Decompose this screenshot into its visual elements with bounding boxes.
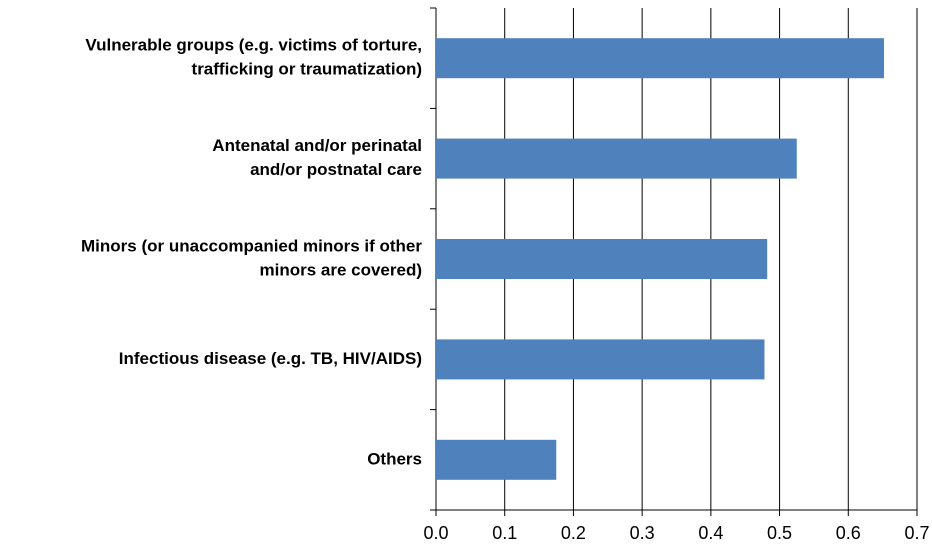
x-tick-label: 0.1 (492, 523, 517, 543)
bar (436, 339, 765, 380)
x-tick-label: 0.3 (630, 523, 655, 543)
y-tick-label: Infectious disease (e.g. TB, HIV/AIDS) (119, 349, 422, 368)
x-tick-label: 0.7 (904, 523, 929, 543)
x-tick-label: 0.2 (561, 523, 586, 543)
y-tick-label: and/or postnatal care (250, 160, 422, 179)
y-tick-label: minors are covered) (259, 260, 422, 279)
y-tick-label: Antenatal and/or perinatal (212, 136, 422, 155)
bar (436, 239, 768, 279)
y-tick-label: Others (367, 449, 422, 468)
bar (436, 439, 557, 480)
y-tick-label: Vulnerable groups (e.g. victims of tortu… (85, 36, 422, 55)
y-tick-label: trafficking or traumatization) (192, 60, 422, 79)
x-tick-label: 0.0 (423, 523, 448, 543)
x-tick-label: 0.6 (836, 523, 861, 543)
bar (436, 38, 885, 79)
x-tick-label: 0.4 (698, 523, 723, 543)
y-tick-label: Minors (or unaccompanied minors if other (81, 236, 422, 255)
bar (436, 138, 797, 179)
x-tick-label: 0.5 (767, 523, 792, 543)
